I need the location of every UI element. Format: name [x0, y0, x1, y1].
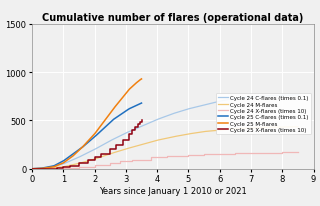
X-axis label: Years since January 1 2010 or 2021: Years since January 1 2010 or 2021	[99, 186, 247, 195]
Title: Cumulative number of flares (operational data): Cumulative number of flares (operational…	[42, 13, 303, 23]
Legend: Cycle 24 C-flares (times 0.1), Cycle 24 M-flares, Cycle 24 X-flares (times 10), : Cycle 24 C-flares (times 0.1), Cycle 24 …	[216, 94, 311, 135]
